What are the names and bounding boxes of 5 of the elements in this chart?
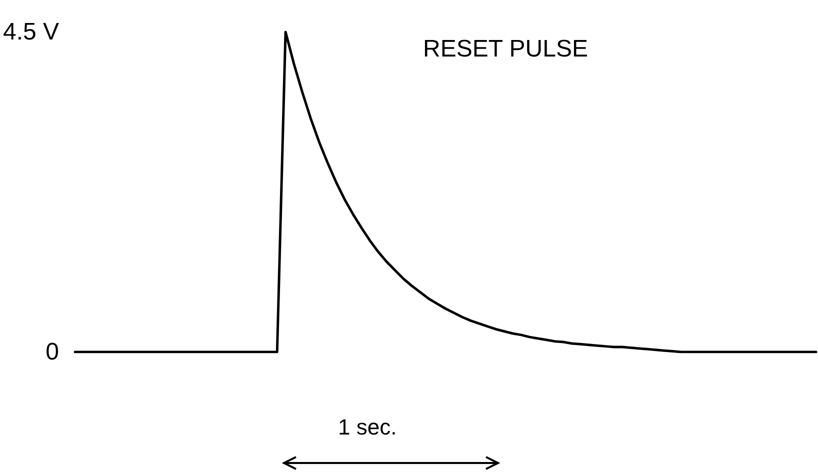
y-tick-label: 4.5 V — [2, 18, 60, 46]
chart-title: RESET PULSE — [423, 36, 588, 62]
y-tick-label: 0 — [46, 338, 60, 366]
line-series — [74, 30, 818, 354]
text: 1 sec. — [338, 414, 397, 440]
